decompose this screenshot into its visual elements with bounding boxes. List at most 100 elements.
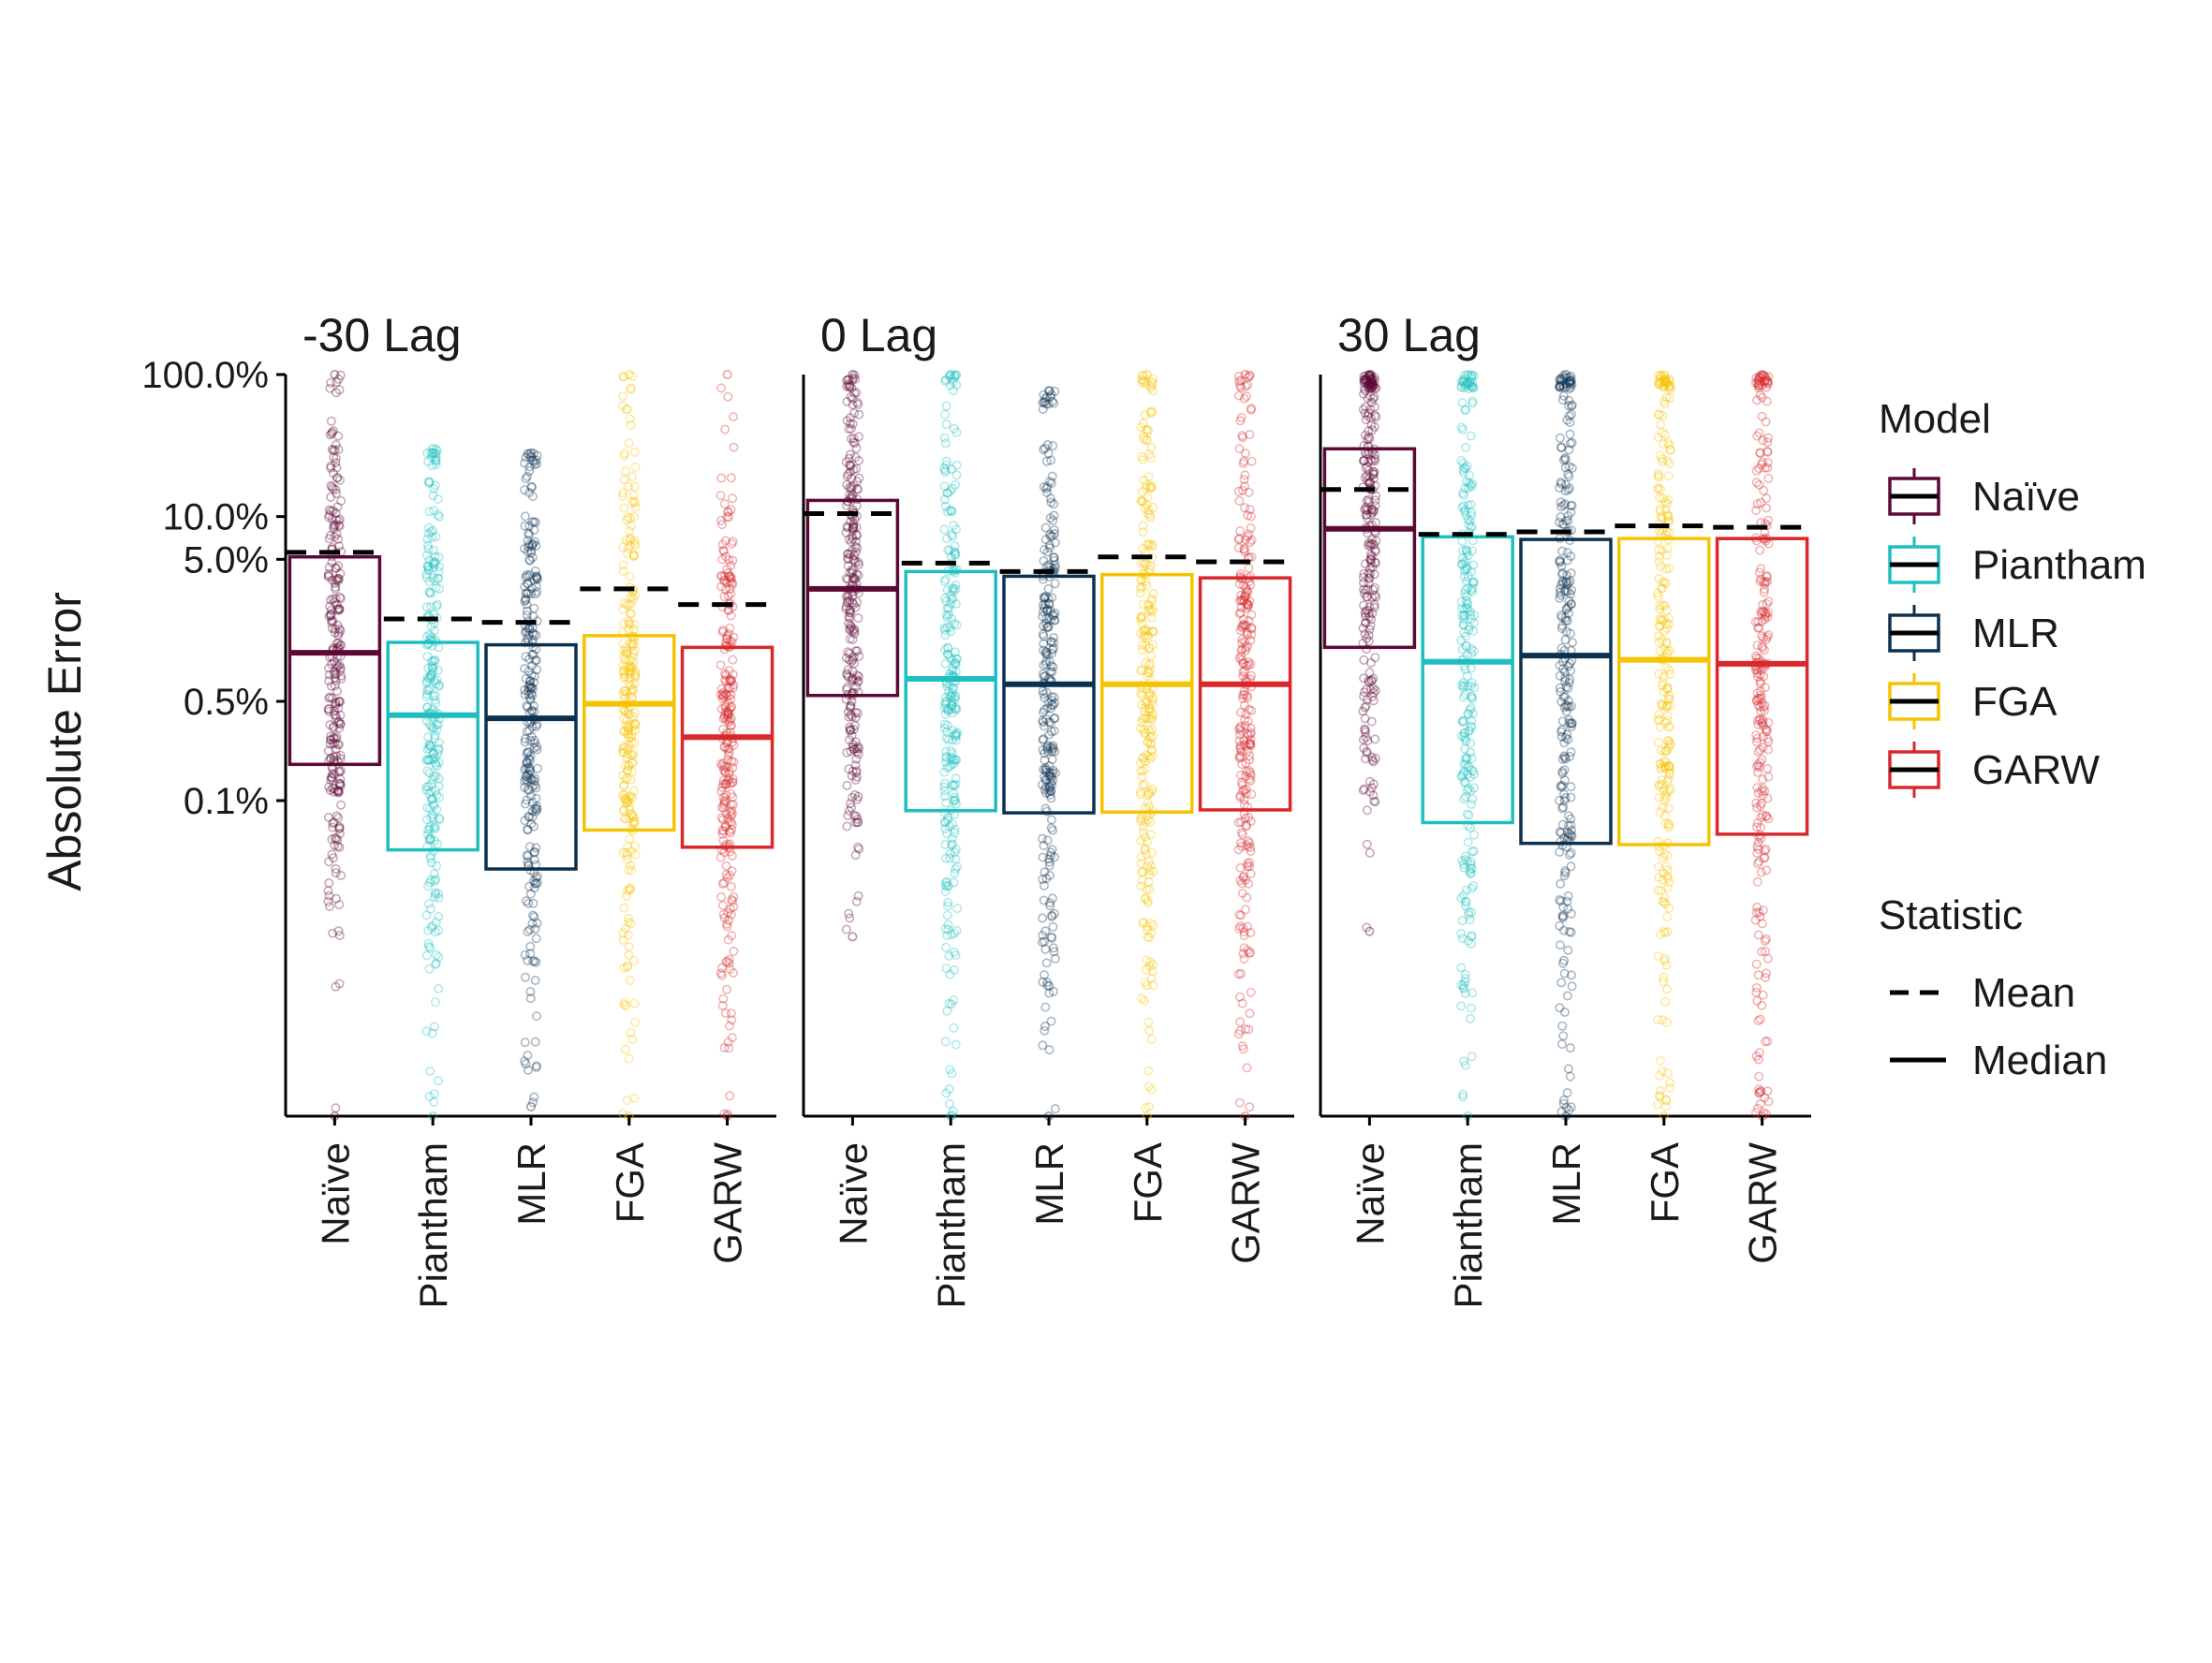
data-point bbox=[715, 689, 726, 699]
data-point bbox=[422, 676, 433, 686]
data-point bbox=[620, 923, 630, 934]
data-point bbox=[939, 817, 950, 827]
data-point bbox=[1467, 794, 1478, 804]
data-point bbox=[1360, 702, 1370, 713]
data-point bbox=[848, 766, 858, 776]
data-point bbox=[1365, 375, 1376, 385]
data-point bbox=[721, 670, 731, 680]
data-point bbox=[524, 530, 534, 540]
data-point bbox=[1460, 1060, 1470, 1070]
data-point bbox=[843, 375, 853, 385]
data-point bbox=[429, 1089, 439, 1099]
data-point bbox=[625, 655, 635, 666]
data-point bbox=[1236, 910, 1246, 920]
data-point bbox=[434, 925, 444, 935]
data-point bbox=[424, 507, 435, 517]
data-point bbox=[1240, 637, 1250, 647]
data-point bbox=[942, 931, 952, 941]
data-point bbox=[1047, 768, 1057, 778]
data-point bbox=[1140, 625, 1150, 636]
data-point bbox=[1137, 717, 1147, 728]
data-point bbox=[1366, 505, 1377, 515]
data-point bbox=[940, 630, 951, 640]
x-tick-label: MLR bbox=[509, 1142, 553, 1226]
data-point bbox=[421, 602, 432, 612]
data-point bbox=[1042, 606, 1053, 616]
data-point bbox=[727, 757, 737, 767]
data-point bbox=[618, 604, 628, 614]
data-point bbox=[851, 522, 862, 532]
data-point bbox=[949, 546, 959, 556]
data-point bbox=[1467, 582, 1478, 593]
data-point bbox=[334, 979, 345, 989]
data-point bbox=[949, 376, 959, 387]
data-point bbox=[425, 589, 435, 599]
data-point bbox=[1237, 780, 1247, 790]
data-point bbox=[619, 475, 629, 485]
data-point bbox=[729, 632, 739, 642]
data-point bbox=[532, 573, 542, 583]
data-point bbox=[425, 822, 435, 832]
data-point bbox=[1246, 987, 1256, 997]
data-point bbox=[424, 629, 435, 640]
data-point bbox=[1143, 815, 1154, 825]
data-point bbox=[624, 796, 634, 806]
data-point bbox=[844, 764, 854, 774]
data-point bbox=[624, 673, 634, 684]
x-tick-label: Naïve bbox=[1348, 1142, 1392, 1245]
data-point bbox=[434, 892, 444, 903]
data-point bbox=[428, 449, 438, 459]
data-point bbox=[425, 833, 435, 844]
data-point bbox=[329, 770, 339, 780]
data-point bbox=[328, 818, 338, 829]
data-point bbox=[1237, 998, 1247, 1008]
data-point bbox=[1041, 618, 1052, 628]
data-point bbox=[1138, 753, 1148, 763]
data-point bbox=[1364, 373, 1375, 383]
data-point bbox=[850, 707, 861, 717]
data-point bbox=[1239, 456, 1249, 466]
data-point bbox=[1360, 559, 1370, 569]
data-point bbox=[326, 492, 336, 502]
data-point bbox=[719, 713, 730, 723]
data-point bbox=[720, 700, 730, 711]
data-point bbox=[1147, 376, 1158, 387]
data-point bbox=[332, 841, 343, 851]
data-point bbox=[324, 704, 334, 714]
box-group-garw: GARW bbox=[678, 369, 776, 1264]
data-point bbox=[1148, 374, 1158, 384]
data-point bbox=[1460, 896, 1470, 906]
data-point bbox=[622, 752, 632, 762]
data-point bbox=[327, 615, 337, 625]
data-point bbox=[941, 460, 951, 470]
data-point bbox=[328, 853, 338, 863]
data-point bbox=[844, 655, 854, 665]
data-point bbox=[1049, 398, 1059, 408]
data-point bbox=[431, 444, 441, 454]
data-point bbox=[1362, 747, 1372, 758]
data-point bbox=[719, 575, 730, 585]
data-point bbox=[1370, 501, 1380, 511]
data-point bbox=[940, 409, 951, 419]
data-point bbox=[726, 1008, 736, 1019]
data-point bbox=[1463, 571, 1473, 581]
data-point bbox=[1239, 785, 1249, 795]
data-point bbox=[841, 653, 851, 663]
data-point bbox=[848, 742, 858, 752]
data-point bbox=[852, 646, 863, 656]
data-point bbox=[947, 779, 957, 789]
data-point bbox=[718, 691, 729, 701]
data-point bbox=[1236, 382, 1246, 392]
data-point bbox=[844, 453, 854, 464]
data-point bbox=[847, 771, 857, 781]
data-point bbox=[1243, 510, 1253, 521]
data-point bbox=[422, 672, 433, 683]
data-point bbox=[1236, 968, 1246, 979]
data-point bbox=[1457, 603, 1467, 613]
data-point bbox=[328, 594, 338, 604]
data-point bbox=[1462, 753, 1472, 763]
data-point bbox=[1145, 510, 1156, 521]
data-point bbox=[1044, 761, 1054, 772]
data-point bbox=[523, 857, 533, 867]
data-point bbox=[842, 821, 852, 832]
